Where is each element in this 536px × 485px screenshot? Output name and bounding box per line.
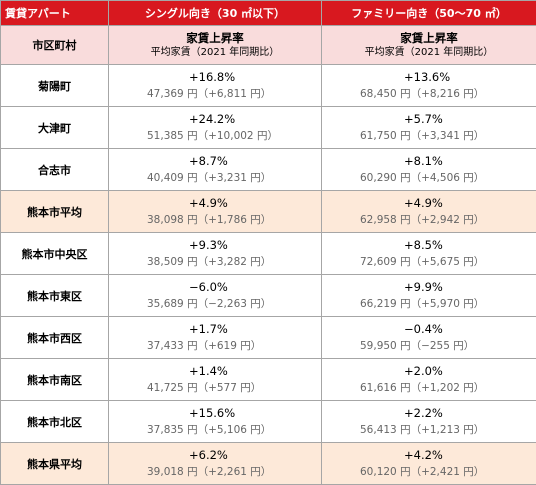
family-rent: 60,120 円（+2,421 円） [322,464,536,480]
family-rate: +4.2% [322,447,536,464]
single-rent: 40,409 円（+3,231 円） [109,170,321,186]
family-rent: 72,609 円（+5,675 円） [322,254,536,270]
table-row: 熊本市南区 +1.4%41,725 円（+577 円） +2.0%61,616 … [1,359,536,401]
single-rate: +4.9% [109,195,321,212]
family-rate: +4.9% [322,195,536,212]
table-row: 熊本市東区 −6.0%35,689 円（−2,263 円） +9.9%66,21… [1,275,536,317]
table-row: 合志市 +8.7%40,409 円（+3,231 円） +8.1%60,290 … [1,149,536,191]
family-cell: +9.9%66,219 円（+5,970 円） [322,275,536,317]
single-cell: +4.9%38,098 円（+1,786 円） [109,191,322,233]
single-rent: 38,509 円（+3,282 円） [109,254,321,270]
table-row: 熊本市中央区 +9.3%38,509 円（+3,282 円） +8.5%72,6… [1,233,536,275]
single-rate: −6.0% [109,279,321,296]
subheader-row: 市区町村 家賃上昇率 平均家賃（2021 年同期比） 家賃上昇率 平均家賃（20… [1,26,536,65]
single-rate: +15.6% [109,405,321,422]
single-rent: 38,098 円（+1,786 円） [109,212,321,228]
family-rent: 61,616 円（+1,202 円） [322,380,536,396]
family-rate: +5.7% [322,111,536,128]
single-rate: +16.8% [109,69,321,86]
single-cell: +1.4%41,725 円（+577 円） [109,359,322,401]
subheader-family-main: 家賃上昇率 [322,30,536,46]
family-rate: +9.9% [322,279,536,296]
single-rent: 37,433 円（+619 円） [109,338,321,354]
single-rent: 41,725 円（+577 円） [109,380,321,396]
single-rent: 35,689 円（−2,263 円） [109,296,321,312]
table-row: 熊本市西区 +1.7%37,433 円（+619 円） −0.4%59,950 … [1,317,536,359]
area-name: 熊本県平均 [1,443,109,485]
single-cell: +16.8%47,369 円（+6,811 円） [109,65,322,107]
single-rate: +1.7% [109,321,321,338]
family-cell: +2.2%56,413 円（+1,213 円） [322,401,536,443]
area-name: 熊本市中央区 [1,233,109,275]
family-cell: +4.2%60,120 円（+2,421 円） [322,443,536,485]
single-cell: +9.3%38,509 円（+3,282 円） [109,233,322,275]
header-area: 賃貸アパート [1,1,109,26]
subheader-single: 家賃上昇率 平均家賃（2021 年同期比） [109,26,322,65]
area-name: 熊本市西区 [1,317,109,359]
single-cell: +8.7%40,409 円（+3,231 円） [109,149,322,191]
family-rate: +13.6% [322,69,536,86]
single-rate: +8.7% [109,153,321,170]
family-rate: +2.0% [322,363,536,380]
area-name: 熊本市東区 [1,275,109,317]
family-rent: 59,950 円（−255 円） [322,338,536,354]
area-name: 菊陽町 [1,65,109,107]
table-row-average: 熊本県平均 +6.2%39,018 円（+2,261 円） +4.2%60,12… [1,443,536,485]
family-rent: 60,290 円（+4,506 円） [322,170,536,186]
family-cell: +2.0%61,616 円（+1,202 円） [322,359,536,401]
family-rent: 61,750 円（+3,341 円） [322,128,536,144]
table-row: 熊本市北区 +15.6%37,835 円（+5,106 円） +2.2%56,4… [1,401,536,443]
family-rent: 56,413 円（+1,213 円） [322,422,536,438]
table-row-average: 熊本市平均 +4.9%38,098 円（+1,786 円） +4.9%62,95… [1,191,536,233]
family-rate: +8.5% [322,237,536,254]
single-cell: −6.0%35,689 円（−2,263 円） [109,275,322,317]
area-name: 大津町 [1,107,109,149]
area-name: 熊本市平均 [1,191,109,233]
subheader-area: 市区町村 [1,26,109,65]
single-cell: +1.7%37,433 円（+619 円） [109,317,322,359]
area-name: 熊本市北区 [1,401,109,443]
table-row: 菊陽町 +16.8%47,369 円（+6,811 円） +13.6%68,45… [1,65,536,107]
single-rate: +6.2% [109,447,321,464]
family-rate: +8.1% [322,153,536,170]
single-rent: 39,018 円（+2,261 円） [109,464,321,480]
family-rate: −0.4% [322,321,536,338]
single-rate: +24.2% [109,111,321,128]
subheader-single-sub: 平均家賃（2021 年同期比） [109,46,321,60]
area-name: 合志市 [1,149,109,191]
single-cell: +15.6%37,835 円（+5,106 円） [109,401,322,443]
family-rent: 68,450 円（+8,216 円） [322,86,536,102]
subheader-family-sub: 平均家賃（2021 年同期比） [322,46,536,60]
family-cell: +13.6%68,450 円（+8,216 円） [322,65,536,107]
header-family: ファミリー向き（50〜70 ㎡） [322,1,536,26]
family-rent: 62,958 円（+2,942 円） [322,212,536,228]
subheader-family: 家賃上昇率 平均家賃（2021 年同期比） [322,26,536,65]
table-row: 大津町 +24.2%51,385 円（+10,002 円） +5.7%61,75… [1,107,536,149]
header-row: 賃貸アパート シングル向き（30 ㎡以下） ファミリー向き（50〜70 ㎡） [1,1,536,26]
single-rent: 47,369 円（+6,811 円） [109,86,321,102]
single-cell: +6.2%39,018 円（+2,261 円） [109,443,322,485]
single-rent: 37,835 円（+5,106 円） [109,422,321,438]
family-cell: +5.7%61,750 円（+3,341 円） [322,107,536,149]
family-rent: 66,219 円（+5,970 円） [322,296,536,312]
family-cell: +4.9%62,958 円（+2,942 円） [322,191,536,233]
single-rent: 51,385 円（+10,002 円） [109,128,321,144]
family-cell: +8.1%60,290 円（+4,506 円） [322,149,536,191]
single-rate: +9.3% [109,237,321,254]
single-rate: +1.4% [109,363,321,380]
family-rate: +2.2% [322,405,536,422]
subheader-single-main: 家賃上昇率 [109,30,321,46]
family-cell: −0.4%59,950 円（−255 円） [322,317,536,359]
single-cell: +24.2%51,385 円（+10,002 円） [109,107,322,149]
area-name: 熊本市南区 [1,359,109,401]
header-single: シングル向き（30 ㎡以下） [109,1,322,26]
family-cell: +8.5%72,609 円（+5,675 円） [322,233,536,275]
